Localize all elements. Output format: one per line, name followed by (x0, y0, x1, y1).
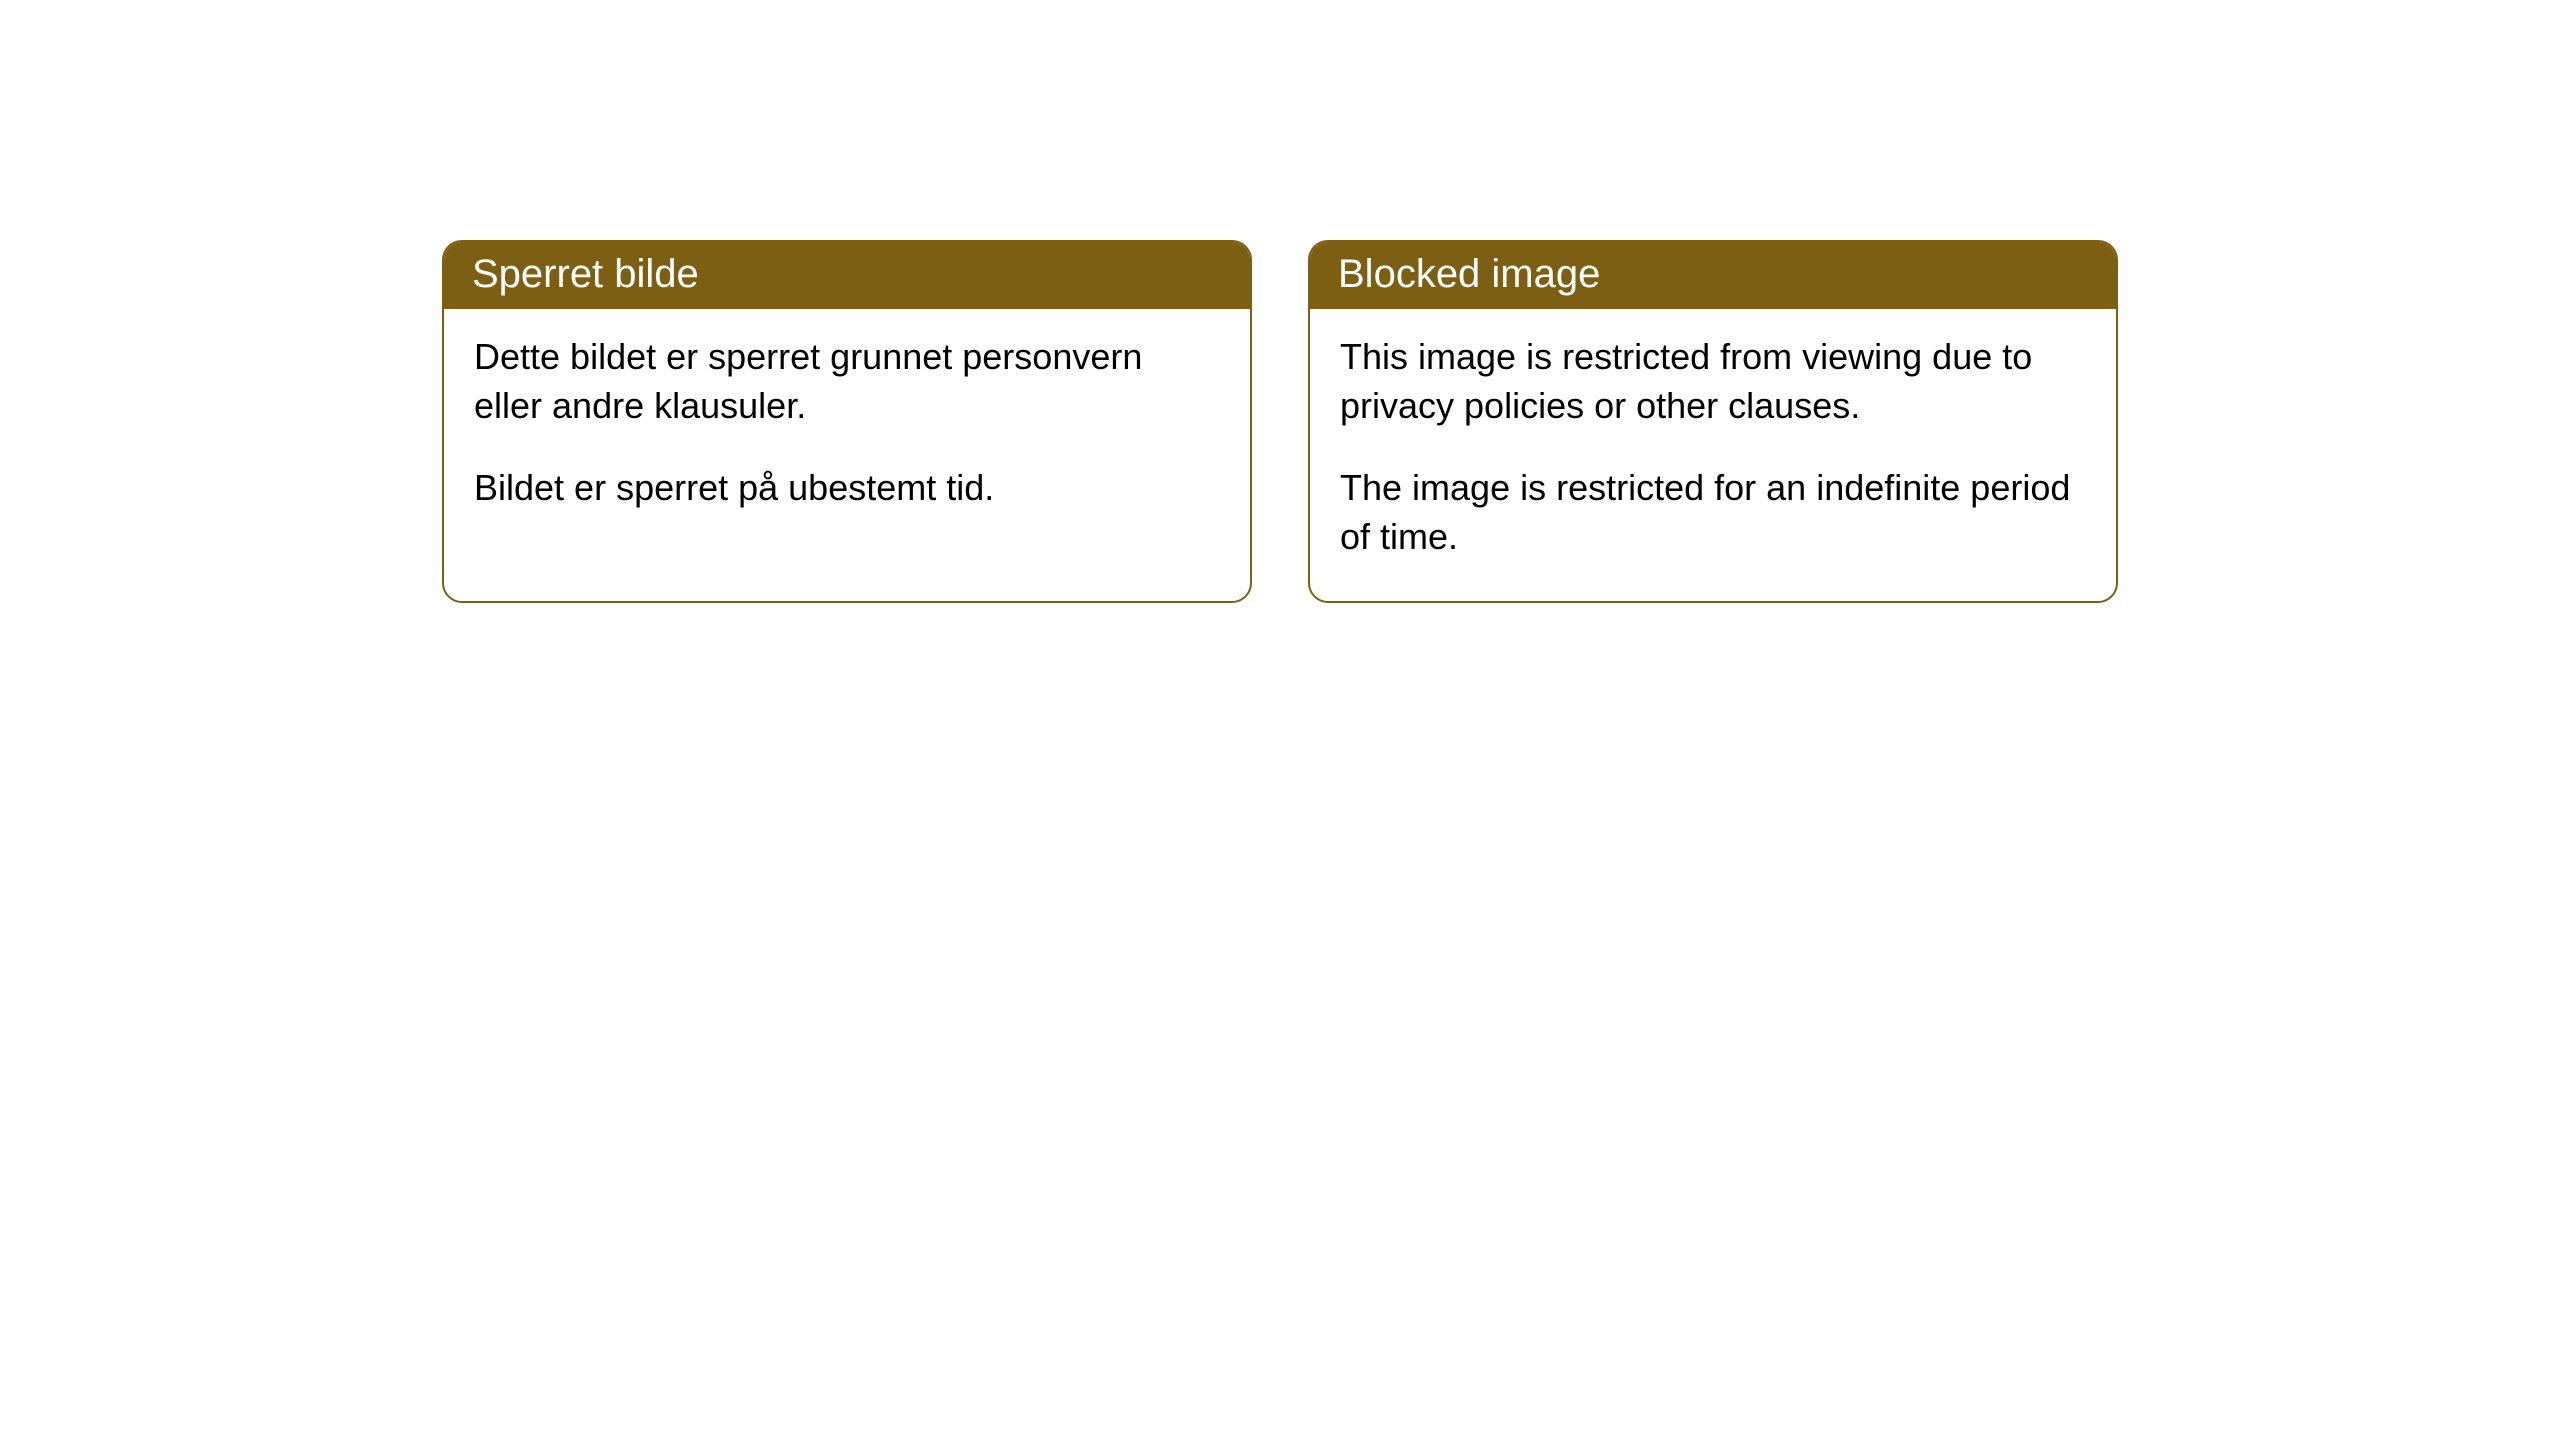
card-body-english: This image is restricted from viewing du… (1310, 309, 2116, 601)
card-title-norwegian: Sperret bilde (472, 252, 699, 296)
blocked-image-card-english: Blocked image This image is restricted f… (1308, 240, 2118, 603)
blocked-image-card-norwegian: Sperret bilde Dette bildet er sperret gr… (442, 240, 1252, 603)
card-paragraph-1-english: This image is restricted from viewing du… (1340, 333, 2086, 430)
card-body-norwegian: Dette bildet er sperret grunnet personve… (444, 309, 1250, 553)
card-paragraph-1-norwegian: Dette bildet er sperret grunnet personve… (474, 333, 1220, 430)
card-paragraph-2-norwegian: Bildet er sperret på ubestemt tid. (474, 464, 1220, 513)
card-title-english: Blocked image (1338, 252, 1600, 296)
card-header-english: Blocked image (1310, 242, 2116, 309)
card-header-norwegian: Sperret bilde (444, 242, 1250, 309)
card-paragraph-2-english: The image is restricted for an indefinit… (1340, 464, 2086, 561)
notice-cards-container: Sperret bilde Dette bildet er sperret gr… (0, 240, 2560, 603)
